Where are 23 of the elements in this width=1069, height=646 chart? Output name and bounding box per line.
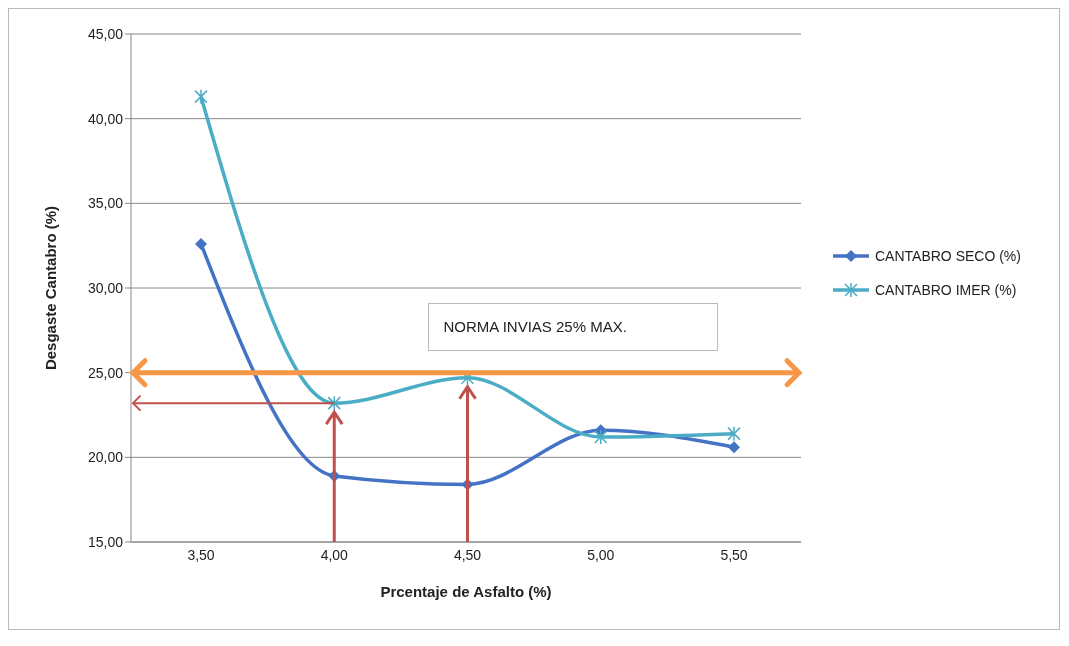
- x-tick-label: 5,00: [587, 546, 615, 563]
- point: [728, 441, 740, 454]
- legend-label: CANTABRO IMER (%): [875, 282, 1017, 298]
- x-tick-label: 3,50: [187, 546, 215, 563]
- y-tick-label: 15,00: [87, 533, 124, 550]
- point: [327, 395, 341, 411]
- point: [194, 88, 208, 105]
- x-tick-label: 4,50: [453, 546, 482, 563]
- point: [594, 429, 608, 445]
- legend-label: CANTABRO SECO (%): [875, 248, 1021, 264]
- y-tick-label: 20,00: [87, 449, 124, 466]
- x-tick-label: 5,50: [720, 546, 748, 563]
- y-tick-label: 25,00: [87, 364, 124, 381]
- x-axis-title: Prcentaje de Asfalto (%): [380, 583, 552, 600]
- point: [195, 237, 207, 250]
- point: [727, 425, 741, 442]
- y-tick-label: 40,00: [87, 110, 124, 127]
- ref-line-label: NORMA INVIAS 25% MAX.: [443, 317, 627, 335]
- x-tick-label: 4,00: [320, 546, 349, 563]
- y-tick-label: 30,00: [87, 279, 124, 296]
- y-tick-label: 35,00: [87, 195, 124, 212]
- y-axis-title: Desgaste Cantabro (%): [42, 205, 60, 371]
- y-tick-label: 45,00: [87, 25, 124, 42]
